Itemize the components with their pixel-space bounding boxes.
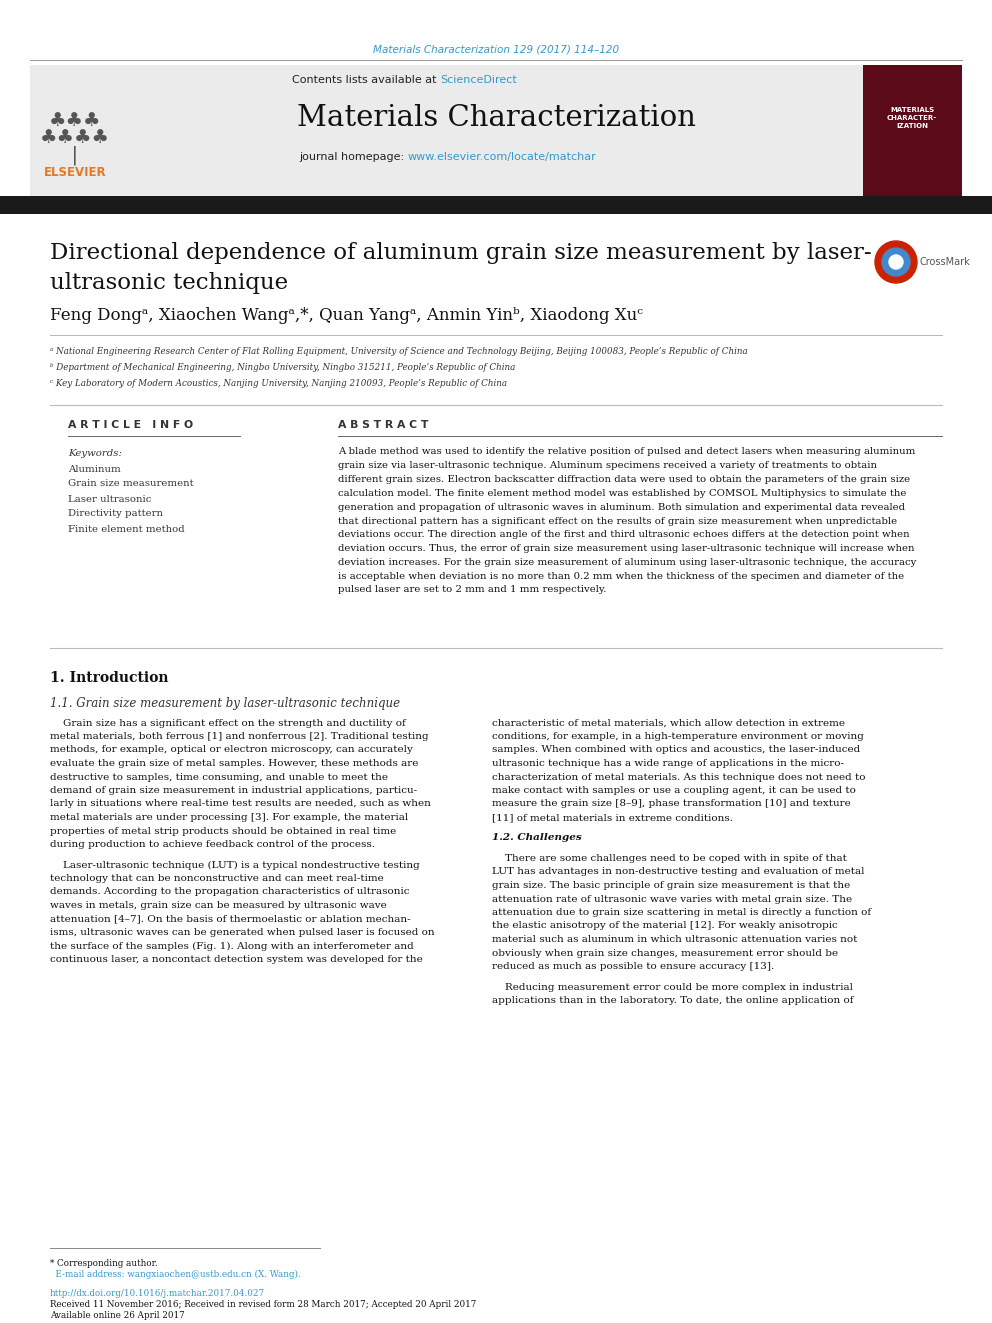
Text: conditions, for example, in a high-temperature environment or moving: conditions, for example, in a high-tempe… (492, 732, 864, 741)
Text: www.elsevier.com/locate/matchar: www.elsevier.com/locate/matchar (408, 152, 597, 161)
Text: journal homepage:: journal homepage: (300, 152, 408, 161)
Text: evaluate the grain size of metal samples. However, these methods are: evaluate the grain size of metal samples… (50, 759, 419, 767)
Circle shape (875, 241, 917, 283)
Text: larly in situations where real-time test results are needed, such as when: larly in situations where real-time test… (50, 799, 431, 808)
Text: * Corresponding author.: * Corresponding author. (50, 1258, 158, 1267)
Text: ᵇ Department of Mechanical Engineering, Ningbo University, Ningbo 315211, People: ᵇ Department of Mechanical Engineering, … (50, 364, 516, 373)
Text: ᶜ Key Laboratory of Modern Acoustics, Nanjing University, Nanjing 210093, People: ᶜ Key Laboratory of Modern Acoustics, Na… (50, 380, 507, 389)
Text: attenuation due to grain size scattering in metal is directly a function of: attenuation due to grain size scattering… (492, 908, 871, 917)
Text: characteristic of metal materials, which allow detection in extreme: characteristic of metal materials, which… (492, 718, 845, 728)
Text: 1.1. Grain size measurement by laser-ultrasonic technique: 1.1. Grain size measurement by laser-ult… (50, 696, 400, 709)
Text: A blade method was used to identify the relative position of pulsed and detect l: A blade method was used to identify the … (338, 447, 916, 456)
Text: Available online 26 April 2017: Available online 26 April 2017 (50, 1311, 185, 1320)
Text: generation and propagation of ultrasonic waves in aluminum. Both simulation and : generation and propagation of ultrasonic… (338, 503, 905, 512)
Text: demand of grain size measurement in industrial applications, particu-: demand of grain size measurement in indu… (50, 786, 417, 795)
Text: demands. According to the propagation characteristics of ultrasonic: demands. According to the propagation ch… (50, 888, 410, 897)
Text: Materials Characterization: Materials Characterization (297, 105, 695, 132)
Text: 1. Introduction: 1. Introduction (50, 671, 169, 685)
Text: There are some challenges need to be coped with in spite of that: There are some challenges need to be cop… (492, 855, 847, 863)
Text: measure the grain size [8–9], phase transformation [10] and texture: measure the grain size [8–9], phase tran… (492, 799, 851, 808)
Text: ScienceDirect: ScienceDirect (440, 75, 517, 85)
Text: 1.2. Challenges: 1.2. Challenges (492, 833, 581, 843)
Text: methods, for example, optical or electron microscopy, can accurately: methods, for example, optical or electro… (50, 745, 413, 754)
Text: samples. When combined with optics and acoustics, the laser-induced: samples. When combined with optics and a… (492, 745, 860, 754)
Bar (0, 196, 992, 214)
Text: MATERIALS
CHARACTER-
IZATION: MATERIALS CHARACTER- IZATION (887, 107, 937, 128)
Text: A R T I C L E   I N F O: A R T I C L E I N F O (68, 419, 193, 430)
Text: Directivity pattern: Directivity pattern (68, 509, 163, 519)
Text: isms, ultrasonic waves can be generated when pulsed laser is focused on: isms, ultrasonic waves can be generated … (50, 927, 434, 937)
Text: attenuation rate of ultrasonic wave varies with metal grain size. The: attenuation rate of ultrasonic wave vari… (492, 894, 852, 904)
Text: grain size. The basic principle of grain size measurement is that the: grain size. The basic principle of grain… (492, 881, 850, 890)
Text: different grain sizes. Electron backscatter diffraction data were used to obtain: different grain sizes. Electron backscat… (338, 475, 910, 484)
Text: metal materials, both ferrous [1] and nonferrous [2]. Traditional testing: metal materials, both ferrous [1] and no… (50, 732, 429, 741)
Bar (30, 65, 863, 198)
Text: obviously when grain size changes, measurement error should be: obviously when grain size changes, measu… (492, 949, 838, 958)
Text: the surface of the samples (Fig. 1). Along with an interferometer and: the surface of the samples (Fig. 1). Alo… (50, 942, 414, 950)
Text: during production to achieve feedback control of the process.: during production to achieve feedback co… (50, 840, 375, 849)
Text: Grain size has a significant effect on the strength and ductility of: Grain size has a significant effect on t… (50, 718, 406, 728)
Text: metal materials are under processing [3]. For example, the material: metal materials are under processing [3]… (50, 814, 409, 822)
Text: that directional pattern has a significant effect on the results of grain size m: that directional pattern has a significa… (338, 516, 897, 525)
Text: Finite element method: Finite element method (68, 524, 185, 533)
Text: A B S T R A C T: A B S T R A C T (338, 419, 429, 430)
Text: properties of metal strip products should be obtained in real time: properties of metal strip products shoul… (50, 827, 396, 836)
Text: pulsed laser are set to 2 mm and 1 mm respectively.: pulsed laser are set to 2 mm and 1 mm re… (338, 586, 606, 594)
Text: calculation model. The finite element method model was established by COMSOL Mul: calculation model. The finite element me… (338, 490, 907, 497)
Text: characterization of metal materials. As this technique does not need to: characterization of metal materials. As … (492, 773, 865, 782)
Bar (863, 65, 962, 198)
Circle shape (882, 247, 910, 277)
Text: Contents lists available at: Contents lists available at (292, 75, 440, 85)
Text: Laser-ultrasonic technique (LUT) is a typical nondestructive testing: Laser-ultrasonic technique (LUT) is a ty… (50, 860, 420, 869)
Text: ultrasonic technique has a wide range of applications in the micro-: ultrasonic technique has a wide range of… (492, 759, 844, 767)
Text: LUT has advantages in non-destructive testing and evaluation of metal: LUT has advantages in non-destructive te… (492, 868, 864, 877)
Text: Feng Dongᵃ, Xiaochen Wangᵃ,*, Quan Yangᵃ, Anmin Yinᵇ, Xiaodong Xuᶜ: Feng Dongᵃ, Xiaochen Wangᵃ,*, Quan Yangᵃ… (50, 307, 643, 324)
Text: ♣♣♣
♣♣♣♣
  |: ♣♣♣ ♣♣♣♣ | (40, 111, 110, 165)
Text: reduced as much as possible to ensure accuracy [13].: reduced as much as possible to ensure ac… (492, 962, 774, 971)
Text: material such as aluminum in which ultrasonic attenuation varies not: material such as aluminum in which ultra… (492, 935, 857, 945)
Text: technology that can be nonconstructive and can meet real-time: technology that can be nonconstructive a… (50, 875, 384, 882)
Text: ELSEVIER: ELSEVIER (44, 167, 106, 180)
Text: Reducing measurement error could be more complex in industrial: Reducing measurement error could be more… (492, 983, 853, 991)
Text: ultrasonic technique: ultrasonic technique (50, 273, 288, 294)
Text: applications than in the laboratory. To date, the online application of: applications than in the laboratory. To … (492, 996, 853, 1005)
Text: Directional dependence of aluminum grain size measurement by laser-: Directional dependence of aluminum grain… (50, 242, 872, 265)
Text: deviation increases. For the grain size measurement of aluminum using laser-ultr: deviation increases. For the grain size … (338, 558, 917, 566)
Text: E-mail address: wangxiaochen@ustb.edu.cn (X. Wang).: E-mail address: wangxiaochen@ustb.edu.cn… (50, 1270, 301, 1279)
Text: ᵃ National Engineering Research Center of Flat Rolling Equipment, University of : ᵃ National Engineering Research Center o… (50, 348, 748, 356)
Text: continuous laser, a noncontact detection system was developed for the: continuous laser, a noncontact detection… (50, 955, 423, 964)
Text: is acceptable when deviation is no more than 0.2 mm when the thickness of the sp: is acceptable when deviation is no more … (338, 572, 904, 581)
Text: Received 11 November 2016; Received in revised form 28 March 2017; Accepted 20 A: Received 11 November 2016; Received in r… (50, 1301, 476, 1308)
Text: Grain size measurement: Grain size measurement (68, 479, 193, 488)
Text: the elastic anisotropy of the material [12]. For weakly anisotropic: the elastic anisotropy of the material [… (492, 922, 838, 930)
Text: waves in metals, grain size can be measured by ultrasonic wave: waves in metals, grain size can be measu… (50, 901, 387, 910)
Circle shape (889, 255, 903, 269)
Text: Aluminum: Aluminum (68, 464, 121, 474)
Text: [11] of metal materials in extreme conditions.: [11] of metal materials in extreme condi… (492, 814, 733, 822)
Text: Laser ultrasonic: Laser ultrasonic (68, 495, 152, 504)
Text: attenuation [4–7]. On the basis of thermoelastic or ablation mechan-: attenuation [4–7]. On the basis of therm… (50, 914, 411, 923)
Text: deviation occurs. Thus, the error of grain size measurement using laser-ultrason: deviation occurs. Thus, the error of gra… (338, 544, 915, 553)
Text: Materials Characterization 129 (2017) 114–120: Materials Characterization 129 (2017) 11… (373, 45, 619, 56)
Text: destructive to samples, time consuming, and unable to meet the: destructive to samples, time consuming, … (50, 773, 388, 782)
Text: deviations occur. The direction angle of the first and third ultrasonic echoes d: deviations occur. The direction angle of… (338, 531, 910, 540)
Text: make contact with samples or use a coupling agent, it can be used to: make contact with samples or use a coupl… (492, 786, 856, 795)
Text: Keywords:: Keywords: (68, 448, 122, 458)
Text: http://dx.doi.org/10.1016/j.matchar.2017.04.027: http://dx.doi.org/10.1016/j.matchar.2017… (50, 1289, 265, 1298)
Text: CrossMark: CrossMark (920, 257, 971, 267)
Text: grain size via laser-ultrasonic technique. Aluminum specimens received a variety: grain size via laser-ultrasonic techniqu… (338, 462, 877, 470)
